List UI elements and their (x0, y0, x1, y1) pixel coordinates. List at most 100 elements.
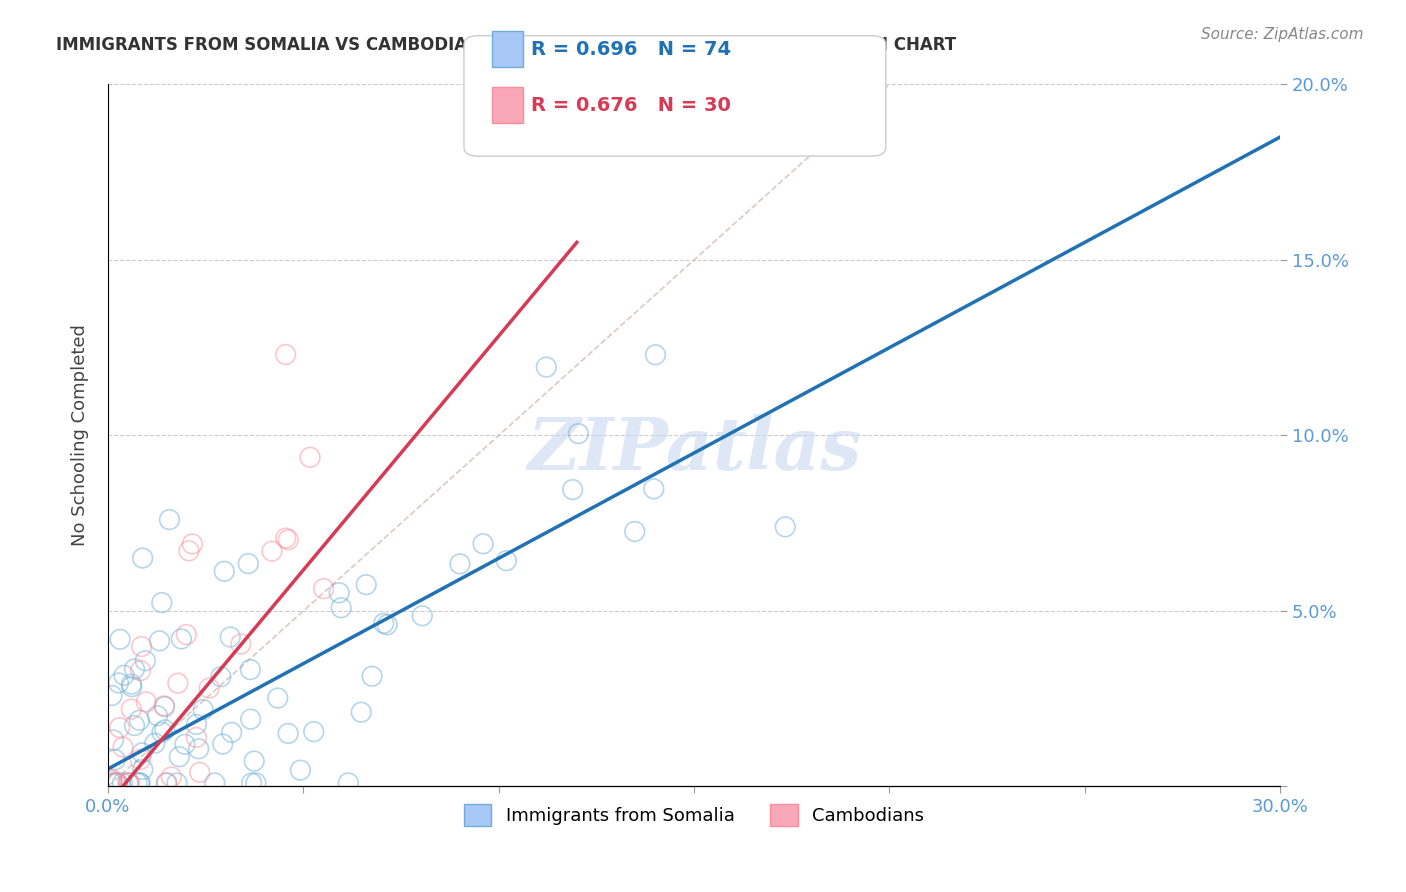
Point (274, 531, 297, 545)
Point (129, 752, 152, 766)
Point (121, 680, 143, 694)
Point (104, 753, 127, 767)
Point (373, 616, 395, 631)
Point (153, 698, 176, 713)
Point (121, 677, 143, 691)
Point (472, 537, 495, 551)
Legend: Immigrants from Somalia, Cambodians: Immigrants from Somalia, Cambodians (457, 797, 931, 834)
Text: ZIPatlas: ZIPatlas (527, 414, 860, 485)
Point (211, 737, 233, 751)
Point (209, 670, 232, 684)
Point (204, 776, 226, 790)
Point (111, 776, 134, 790)
Point (105, 776, 128, 790)
Point (105, 776, 128, 790)
Point (495, 554, 517, 568)
Point (290, 763, 312, 777)
Point (169, 749, 191, 764)
Point (134, 654, 156, 668)
Point (644, 348, 666, 362)
Point (260, 544, 283, 558)
Point (159, 513, 181, 527)
Point (181, 537, 204, 551)
Point (212, 564, 235, 578)
Point (124, 718, 146, 732)
Point (229, 637, 252, 651)
Point (567, 426, 589, 441)
Point (124, 662, 146, 676)
Point (221, 725, 243, 739)
Point (120, 702, 142, 716)
Point (375, 617, 398, 632)
Point (775, 520, 797, 534)
Point (643, 482, 665, 496)
Point (131, 551, 153, 566)
Point (449, 557, 471, 571)
Point (156, 776, 179, 790)
Point (143, 736, 166, 750)
Point (186, 731, 208, 745)
Point (186, 717, 208, 731)
Point (174, 737, 197, 751)
Point (160, 770, 183, 784)
Point (146, 708, 169, 723)
Point (274, 347, 297, 361)
Point (129, 664, 152, 678)
Point (350, 705, 373, 719)
Point (277, 533, 299, 547)
Text: R = 0.676   N = 30: R = 0.676 N = 30 (531, 95, 731, 115)
Point (104, 776, 127, 790)
Y-axis label: No Schooling Completed: No Schooling Completed (72, 325, 89, 547)
Point (177, 544, 200, 558)
Point (153, 699, 176, 714)
Point (361, 669, 384, 683)
Point (155, 776, 177, 790)
Point (191, 702, 214, 716)
Point (104, 776, 127, 790)
Point (127, 776, 149, 790)
Text: R = 0.696   N = 74: R = 0.696 N = 74 (531, 39, 731, 59)
Point (117, 776, 139, 790)
Point (277, 726, 299, 740)
Point (153, 723, 176, 737)
Point (188, 765, 211, 780)
Point (170, 632, 193, 646)
Point (131, 640, 153, 654)
Point (176, 627, 198, 641)
Text: IMMIGRANTS FROM SOMALIA VS CAMBODIAN NO SCHOOLING COMPLETED CORRELATION CHART: IMMIGRANTS FROM SOMALIA VS CAMBODIAN NO … (56, 36, 956, 54)
Point (101, 773, 124, 788)
Point (128, 776, 150, 790)
Point (299, 450, 322, 465)
Point (245, 776, 267, 790)
Point (302, 724, 325, 739)
Point (561, 483, 583, 497)
Point (240, 776, 263, 790)
Point (118, 776, 141, 790)
Point (148, 633, 170, 648)
Point (187, 741, 209, 756)
Text: Source: ZipAtlas.com: Source: ZipAtlas.com (1201, 27, 1364, 42)
Point (623, 524, 645, 539)
Point (103, 733, 125, 747)
Point (411, 608, 433, 623)
Point (101, 772, 124, 787)
Point (267, 691, 290, 706)
Point (129, 776, 152, 790)
Point (111, 740, 134, 755)
Point (238, 557, 260, 571)
Point (337, 776, 360, 790)
Point (354, 577, 377, 591)
Point (108, 721, 131, 735)
Point (131, 746, 153, 760)
Point (166, 676, 188, 690)
Point (312, 582, 335, 596)
Point (107, 676, 129, 690)
Point (150, 596, 173, 610)
Point (108, 632, 131, 647)
Point (239, 663, 262, 677)
Point (198, 681, 221, 695)
Point (117, 776, 139, 790)
Point (219, 630, 242, 644)
Point (101, 776, 124, 790)
Point (536, 360, 558, 375)
